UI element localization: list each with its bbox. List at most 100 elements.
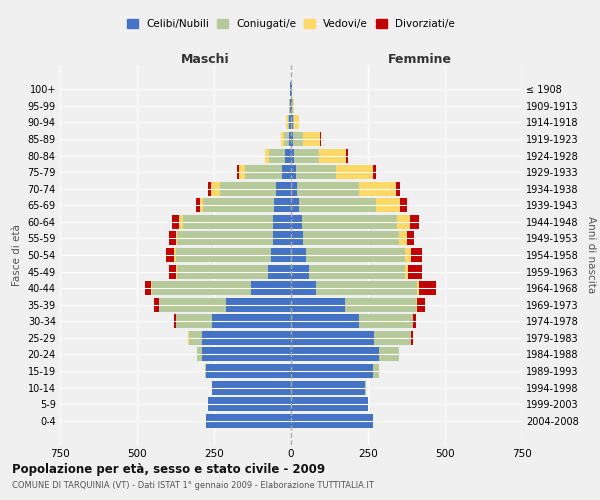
Bar xyxy=(359,314,413,328)
Bar xyxy=(411,331,413,345)
Bar xyxy=(179,215,183,229)
Bar xyxy=(346,148,348,162)
Bar xyxy=(205,364,206,378)
Bar xyxy=(251,281,291,295)
Bar xyxy=(291,314,359,328)
Bar xyxy=(177,232,272,245)
Bar xyxy=(202,348,291,362)
Bar xyxy=(299,198,376,212)
Bar xyxy=(335,165,373,179)
Bar xyxy=(174,248,176,262)
Bar xyxy=(410,215,419,229)
Bar xyxy=(294,116,299,130)
Bar xyxy=(291,380,365,394)
Bar xyxy=(417,281,419,295)
Bar xyxy=(239,165,245,179)
Bar xyxy=(176,264,177,278)
Bar xyxy=(417,298,425,312)
Bar xyxy=(169,232,176,245)
Bar xyxy=(408,264,422,278)
Bar xyxy=(359,182,396,196)
Bar xyxy=(200,198,203,212)
Bar xyxy=(237,165,239,179)
Bar xyxy=(151,281,152,295)
Y-axis label: Fasce di età: Fasce di età xyxy=(12,224,22,286)
Bar xyxy=(291,232,304,245)
Bar xyxy=(288,116,289,130)
Bar xyxy=(293,99,294,113)
Bar xyxy=(411,248,422,262)
Bar xyxy=(289,99,290,113)
Bar xyxy=(275,182,291,196)
Bar xyxy=(190,331,202,345)
Bar xyxy=(373,364,379,378)
Legend: Celibi/Nubili, Coniugati/e, Vedovi/e, Divorziati/e: Celibi/Nubili, Coniugati/e, Vedovi/e, Di… xyxy=(125,17,457,31)
Bar xyxy=(290,82,291,96)
Bar xyxy=(289,116,291,130)
Bar xyxy=(291,148,294,162)
Bar xyxy=(282,165,291,179)
Bar xyxy=(196,198,200,212)
Bar xyxy=(158,298,226,312)
Bar xyxy=(176,314,212,328)
Bar xyxy=(291,215,302,229)
Bar xyxy=(399,232,407,245)
Bar xyxy=(291,331,374,345)
Bar xyxy=(245,165,282,179)
Bar xyxy=(174,314,176,328)
Bar xyxy=(202,331,291,345)
Bar xyxy=(294,148,319,162)
Bar xyxy=(208,397,291,411)
Bar xyxy=(291,198,299,212)
Bar xyxy=(274,198,291,212)
Bar xyxy=(268,264,291,278)
Bar xyxy=(208,182,211,196)
Bar xyxy=(265,148,269,162)
Bar xyxy=(197,348,202,362)
Bar xyxy=(272,232,291,245)
Bar xyxy=(319,148,346,162)
Bar xyxy=(177,264,268,278)
Bar xyxy=(405,264,408,278)
Bar xyxy=(291,348,379,362)
Bar xyxy=(379,348,399,362)
Bar xyxy=(176,232,177,245)
Bar xyxy=(374,331,411,345)
Bar xyxy=(397,215,410,229)
Bar xyxy=(400,198,407,212)
Bar xyxy=(296,165,335,179)
Bar xyxy=(281,132,284,146)
Bar xyxy=(293,132,303,146)
Bar xyxy=(303,132,320,146)
Bar xyxy=(416,298,417,312)
Bar xyxy=(291,264,310,278)
Bar xyxy=(291,397,368,411)
Bar xyxy=(176,248,271,262)
Bar xyxy=(316,281,417,295)
Bar xyxy=(285,148,291,162)
Bar xyxy=(203,198,274,212)
Bar xyxy=(373,165,376,179)
Text: Maschi: Maschi xyxy=(181,53,229,66)
Bar xyxy=(291,364,373,378)
Bar xyxy=(413,314,416,328)
Bar xyxy=(293,116,294,130)
Bar xyxy=(292,99,293,113)
Bar xyxy=(304,232,399,245)
Text: Femmine: Femmine xyxy=(388,53,452,66)
Y-axis label: Anni di nascita: Anni di nascita xyxy=(586,216,596,294)
Bar xyxy=(365,380,367,394)
Bar xyxy=(271,248,291,262)
Bar xyxy=(212,380,291,394)
Bar xyxy=(376,198,400,212)
Bar xyxy=(269,148,285,162)
Bar xyxy=(226,298,291,312)
Bar xyxy=(220,182,275,196)
Bar xyxy=(206,364,291,378)
Bar xyxy=(154,298,158,312)
Bar xyxy=(145,281,151,295)
Bar xyxy=(291,132,293,146)
Bar xyxy=(172,215,179,229)
Bar xyxy=(396,182,400,196)
Bar xyxy=(407,232,414,245)
